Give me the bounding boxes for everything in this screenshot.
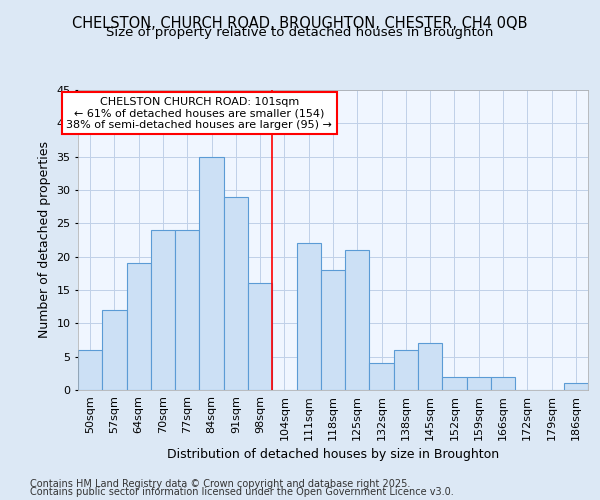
Bar bbox=[345, 250, 370, 390]
Bar bbox=[296, 244, 321, 390]
Bar bbox=[127, 264, 151, 390]
X-axis label: Distribution of detached houses by size in Broughton: Distribution of detached houses by size … bbox=[167, 448, 499, 461]
Text: Contains public sector information licensed under the Open Government Licence v3: Contains public sector information licen… bbox=[30, 487, 454, 497]
Text: Contains HM Land Registry data © Crown copyright and database right 2025.: Contains HM Land Registry data © Crown c… bbox=[30, 479, 410, 489]
Bar bbox=[491, 376, 515, 390]
Bar bbox=[370, 364, 394, 390]
Text: CHELSTON CHURCH ROAD: 101sqm
← 61% of detached houses are smaller (154)
38% of s: CHELSTON CHURCH ROAD: 101sqm ← 61% of de… bbox=[67, 96, 332, 130]
Text: Size of property relative to detached houses in Broughton: Size of property relative to detached ho… bbox=[106, 26, 494, 39]
Bar bbox=[199, 156, 224, 390]
Bar bbox=[394, 350, 418, 390]
Bar bbox=[102, 310, 127, 390]
Bar bbox=[175, 230, 199, 390]
Bar bbox=[418, 344, 442, 390]
Bar bbox=[467, 376, 491, 390]
Bar bbox=[321, 270, 345, 390]
Bar bbox=[224, 196, 248, 390]
Bar bbox=[248, 284, 272, 390]
Bar bbox=[442, 376, 467, 390]
Bar bbox=[151, 230, 175, 390]
Bar bbox=[78, 350, 102, 390]
Text: CHELSTON, CHURCH ROAD, BROUGHTON, CHESTER, CH4 0QB: CHELSTON, CHURCH ROAD, BROUGHTON, CHESTE… bbox=[72, 16, 528, 31]
Y-axis label: Number of detached properties: Number of detached properties bbox=[38, 142, 50, 338]
Bar bbox=[564, 384, 588, 390]
